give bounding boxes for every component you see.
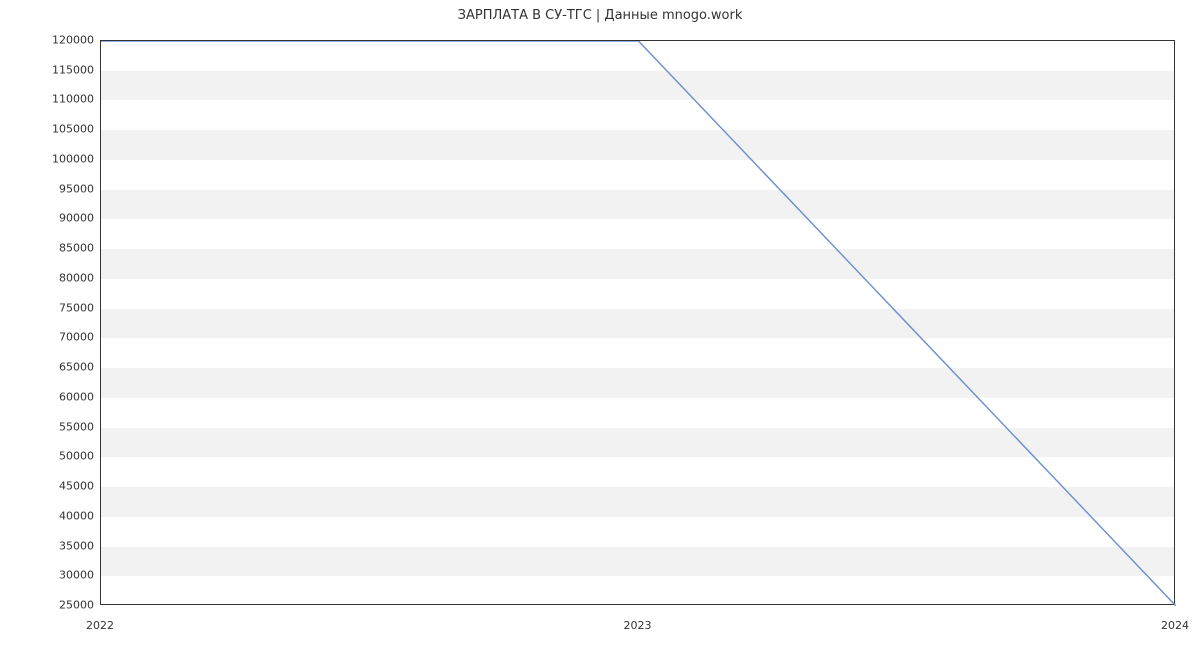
y-tick-label: 25000	[0, 599, 94, 612]
y-tick-label: 75000	[0, 301, 94, 314]
y-tick-label: 105000	[0, 123, 94, 136]
line-chart: ЗАРПЛАТА В СУ-ТГС | Данные mnogo.work 25…	[0, 0, 1200, 650]
data-line	[101, 41, 1176, 606]
y-tick-label: 30000	[0, 569, 94, 582]
y-tick-label: 50000	[0, 450, 94, 463]
plot-area	[100, 40, 1175, 605]
x-tick-label: 2023	[588, 619, 688, 632]
y-tick-label: 115000	[0, 63, 94, 76]
x-tick-label: 2022	[50, 619, 150, 632]
y-tick-label: 120000	[0, 34, 94, 47]
y-tick-label: 55000	[0, 420, 94, 433]
y-tick-label: 35000	[0, 539, 94, 552]
x-tick-label: 2024	[1125, 619, 1200, 632]
y-tick-label: 70000	[0, 331, 94, 344]
y-tick-label: 40000	[0, 509, 94, 522]
y-tick-label: 80000	[0, 271, 94, 284]
y-tick-label: 85000	[0, 242, 94, 255]
y-tick-label: 60000	[0, 390, 94, 403]
chart-title: ЗАРПЛАТА В СУ-ТГС | Данные mnogo.work	[0, 8, 1200, 23]
series-line	[101, 41, 1176, 606]
y-tick-label: 100000	[0, 152, 94, 165]
y-tick-label: 45000	[0, 480, 94, 493]
y-tick-label: 110000	[0, 93, 94, 106]
y-tick-label: 65000	[0, 361, 94, 374]
y-tick-label: 95000	[0, 182, 94, 195]
y-tick-label: 90000	[0, 212, 94, 225]
